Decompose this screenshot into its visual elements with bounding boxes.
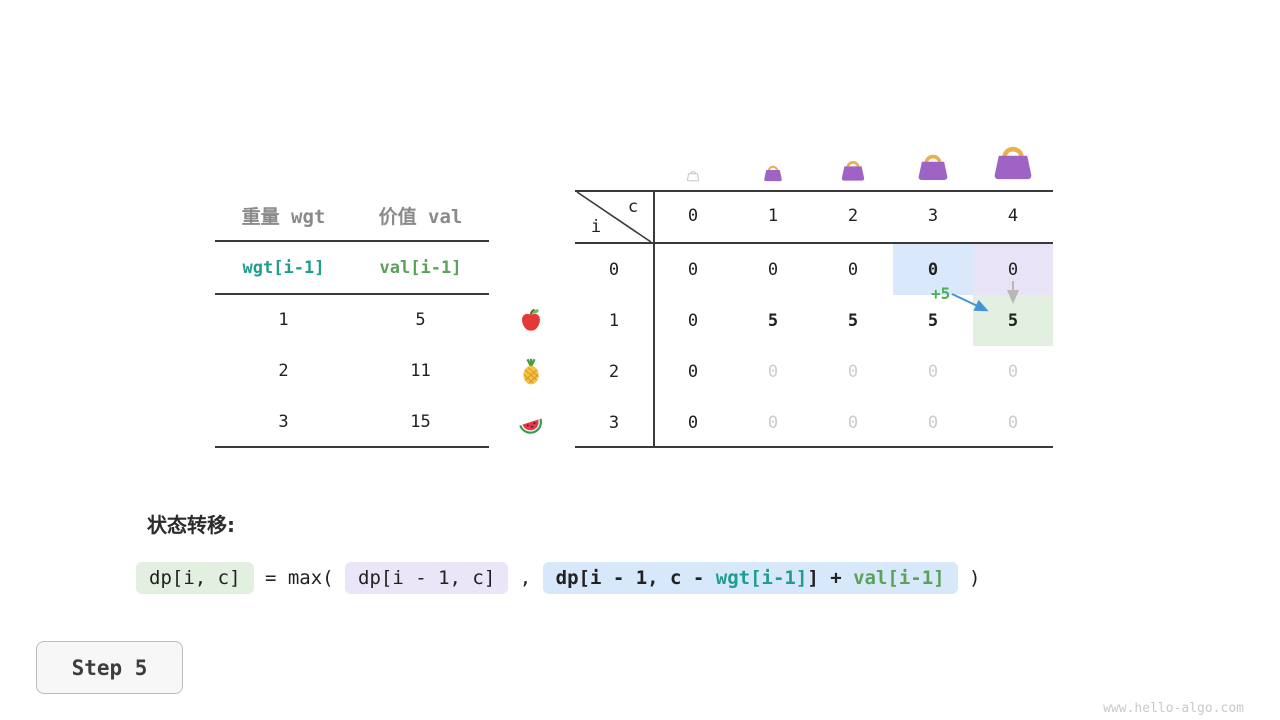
dp-row-header-3: 3 xyxy=(608,412,620,433)
dp-cell-r0-c4-source-highlight: 0 xyxy=(973,244,1053,295)
pineapple-icon xyxy=(523,358,539,385)
item-row-val: 11 xyxy=(410,360,431,381)
dp-cell-r2-c1: 0 xyxy=(767,361,779,382)
items-header-weight: 重量 wgt xyxy=(241,205,326,228)
item-row-val: 5 xyxy=(415,309,426,330)
formula-operator: = max( xyxy=(253,567,346,589)
divider xyxy=(575,190,1053,192)
dp-col-header-3: 3 xyxy=(927,206,939,226)
dp-cell-r3-c4: 0 xyxy=(1007,412,1019,433)
dp-cell-r1-c1: 5 xyxy=(767,310,779,331)
formula-arg2-part1: dp[i - 1, c - xyxy=(555,567,716,589)
items-header-value: 价值 val xyxy=(378,205,463,228)
dp-cell-r1-c3: 5 xyxy=(927,310,939,331)
dp-cell-r3-c2: 0 xyxy=(847,412,859,433)
transition-annotation: +5 xyxy=(931,284,951,303)
dp-cell-r1-c4-target-highlight: 5 xyxy=(973,295,1053,346)
bag-icon-capacity-0 xyxy=(686,171,700,182)
dp-cell-r2-c2: 0 xyxy=(847,361,859,382)
divider xyxy=(575,446,1053,448)
dp-corner-col-label: c xyxy=(627,197,639,217)
item-row-wgt: 1 xyxy=(278,309,289,330)
watermark: www.hello-algo.com xyxy=(1103,701,1244,716)
watermelon-icon xyxy=(519,418,542,434)
dp-cell-r0-c0: 0 xyxy=(687,259,699,280)
formula-lhs-box: dp[i, c] xyxy=(136,562,254,594)
state-transition-formula: dp[i, c] = max( dp[i - 1, c] , dp[i - 1,… xyxy=(136,562,980,594)
bag-icon-capacity-3 xyxy=(918,154,948,180)
bag-icon-capacity-2 xyxy=(841,161,865,181)
dp-cell-r1-c2: 5 xyxy=(847,310,859,331)
dp-cell-r0-c3-source-highlight: 0 xyxy=(893,244,973,295)
dp-corner-row-label: i xyxy=(590,217,602,237)
dp-row-header-2: 2 xyxy=(608,361,620,382)
bag-icon-capacity-4 xyxy=(994,146,1032,180)
dp-cell-r2-c3: 0 xyxy=(927,361,939,382)
dp-col-header-1: 1 xyxy=(767,206,779,226)
item-row-wgt: 3 xyxy=(278,411,289,432)
formula-arg1-box: dp[i - 1, c] xyxy=(345,562,509,594)
state-transition-label: 状态转移: xyxy=(147,513,235,537)
formula-comma: , xyxy=(508,567,543,589)
divider xyxy=(215,240,489,242)
formula-arg2-box: dp[i - 1, c - wgt[i-1]] + val[i-1] xyxy=(542,562,958,594)
dp-col-header-4: 4 xyxy=(1007,206,1019,226)
item-row-wgt: 2 xyxy=(278,360,289,381)
dp-row-header-0: 0 xyxy=(608,259,620,280)
dp-cell-r3-c1: 0 xyxy=(767,412,779,433)
dp-cell-r3-c3: 0 xyxy=(927,412,939,433)
dp-cell-r0-c2: 0 xyxy=(847,259,859,280)
dp-cell-r0-c1: 0 xyxy=(767,259,779,280)
dp-col-header-0: 0 xyxy=(687,206,699,226)
formula-arg2-part2: ] + xyxy=(807,567,854,589)
divider xyxy=(215,446,489,448)
step-badge: Step 5 xyxy=(36,641,183,694)
item-row-val: 15 xyxy=(410,411,431,432)
dp-cell-r2-c0: 0 xyxy=(687,361,699,382)
dp-row-header-1: 1 xyxy=(608,310,620,331)
dp-cell-r2-c4: 0 xyxy=(1007,361,1019,382)
bag-icon-capacity-1 xyxy=(764,165,782,182)
dp-cell-r3-c0: 0 xyxy=(687,412,699,433)
dp-cell-r1-c0: 0 xyxy=(687,310,699,331)
items-subheader-wgt: wgt[i-1] xyxy=(242,257,325,278)
divider xyxy=(215,293,489,295)
divider xyxy=(575,242,1053,244)
step-badge-label: Step 5 xyxy=(71,655,148,680)
divider xyxy=(653,190,655,448)
dp-col-header-2: 2 xyxy=(847,206,859,226)
formula-arg2-val: val[i-1] xyxy=(853,567,945,589)
items-subheader-val: val[i-1] xyxy=(379,257,462,278)
apple-icon xyxy=(522,308,540,331)
formula-arg2-wgt: wgt[i-1] xyxy=(715,567,808,589)
formula-close-paren: ) xyxy=(957,567,981,589)
